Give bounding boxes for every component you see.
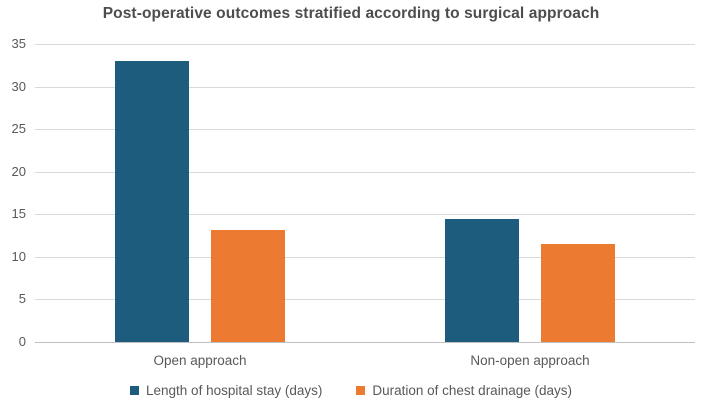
- legend-label-hospital-stay: Length of hospital stay (days): [146, 383, 323, 398]
- bar: [211, 229, 285, 342]
- bar: [445, 218, 519, 342]
- legend-item-hospital-stay: Length of hospital stay (days): [130, 383, 322, 398]
- gridline: [35, 214, 695, 216]
- y-tick-label: 5: [18, 291, 26, 307]
- y-tick-label: 0: [18, 334, 26, 349]
- gridline: [35, 86, 695, 88]
- category-label-open-approach: Open approach: [153, 353, 247, 368]
- y-tick-label: 25: [11, 121, 26, 137]
- gridline: [35, 44, 695, 45]
- legend-swatch-hospital-stay-icon: [130, 386, 140, 395]
- category-label-non-open-approach: Non-open approach: [470, 353, 590, 368]
- gridline: [35, 299, 695, 301]
- y-tick-label: 35: [11, 36, 26, 51]
- y-tick-label: 15: [11, 206, 26, 222]
- y-tick-label: 30: [11, 78, 26, 94]
- legend-label-chest-drainage: Duration of chest drainage (days): [372, 383, 572, 398]
- y-axis: 0 5 10 15 20 25 30 35: [0, 36, 26, 349]
- plot-area: [35, 44, 695, 343]
- legend-swatch-chest-drainage-icon: [356, 386, 366, 395]
- x-axis-category-labels: Open approach Non-open approach: [35, 353, 695, 368]
- bar: [115, 61, 189, 342]
- legend-item-chest-drainage: Duration of chest drainage (days): [356, 383, 572, 398]
- bar: [541, 244, 615, 342]
- y-tick-label: 20: [11, 163, 26, 179]
- y-tick-label: 10: [11, 248, 26, 264]
- gridline: [35, 171, 695, 173]
- chart-title: Post-operative outcomes stratified accor…: [102, 5, 600, 22]
- legend: Length of hospital stay (days) Duration …: [0, 383, 702, 398]
- gridline: [35, 129, 695, 131]
- gridline: [35, 256, 695, 258]
